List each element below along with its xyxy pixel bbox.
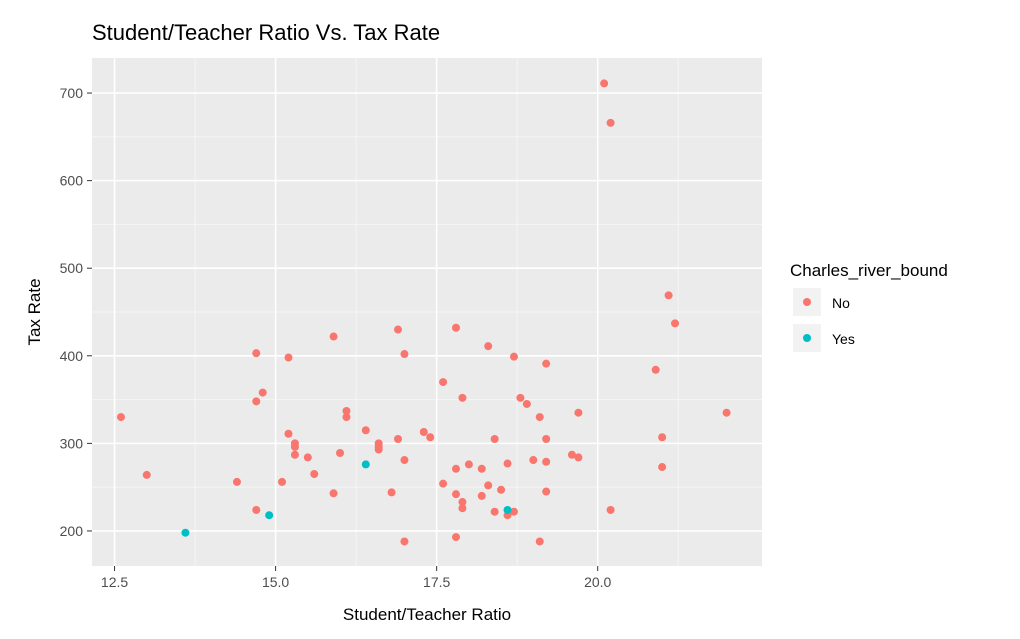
data-point-no bbox=[722, 408, 731, 417]
data-point-no bbox=[490, 507, 499, 516]
data-point-no bbox=[284, 429, 293, 438]
y-axis-ticks: 200 300 400 500 600 700 bbox=[60, 85, 92, 539]
data-points bbox=[116, 79, 731, 546]
legend-key-no bbox=[803, 298, 811, 306]
data-point-no bbox=[400, 456, 409, 465]
data-point-no bbox=[606, 505, 615, 514]
data-point-no bbox=[451, 533, 460, 542]
data-point-no bbox=[451, 490, 460, 499]
data-point-no bbox=[342, 406, 351, 415]
x-tick-label: 17.5 bbox=[423, 574, 450, 590]
data-point-no bbox=[522, 399, 531, 408]
data-point-no bbox=[567, 450, 576, 459]
major-gridlines bbox=[92, 58, 762, 566]
data-point-yes bbox=[361, 460, 370, 469]
data-point-no bbox=[542, 359, 551, 368]
data-point-no bbox=[535, 537, 544, 546]
y-tick-label: 200 bbox=[60, 523, 84, 539]
data-point-no bbox=[310, 470, 319, 479]
data-point-no bbox=[600, 79, 609, 88]
data-point-no bbox=[252, 397, 261, 406]
data-point-no bbox=[458, 504, 467, 513]
chart-title: Student/Teacher Ratio Vs. Tax Rate bbox=[92, 20, 440, 45]
legend-title: Charles_river_bound bbox=[790, 261, 948, 280]
legend-key-yes bbox=[803, 334, 811, 342]
data-point-no bbox=[426, 433, 435, 442]
data-point-no bbox=[252, 349, 261, 358]
y-tick-label: 700 bbox=[60, 85, 84, 101]
data-point-yes bbox=[503, 505, 512, 514]
x-tick-label: 12.5 bbox=[101, 574, 128, 590]
minor-gridlines bbox=[92, 58, 762, 566]
x-axis-ticks: 12.5 15.0 17.5 20.0 bbox=[101, 566, 612, 590]
data-point-no bbox=[142, 470, 151, 479]
data-point-no bbox=[439, 378, 448, 387]
data-point-no bbox=[284, 353, 293, 362]
y-tick-label: 300 bbox=[60, 435, 84, 451]
data-point-no bbox=[342, 413, 351, 422]
data-point-no bbox=[574, 408, 583, 417]
data-point-no bbox=[484, 481, 493, 490]
y-tick-label: 500 bbox=[60, 260, 84, 276]
data-point-no bbox=[477, 464, 486, 473]
data-point-no bbox=[606, 118, 615, 127]
data-point-no bbox=[458, 498, 467, 507]
data-point-no bbox=[503, 459, 512, 468]
data-point-no bbox=[509, 352, 518, 361]
legend-label-yes: Yes bbox=[832, 331, 855, 347]
data-point-no bbox=[329, 332, 338, 341]
x-tick-label: 15.0 bbox=[262, 574, 289, 590]
data-point-no bbox=[651, 365, 660, 374]
legend-label-no: No bbox=[832, 295, 850, 311]
data-point-no bbox=[664, 291, 673, 300]
data-point-no bbox=[490, 435, 499, 443]
data-point-yes bbox=[181, 528, 190, 537]
data-point-no bbox=[394, 435, 403, 443]
data-point-no bbox=[464, 460, 473, 469]
y-tick-label: 400 bbox=[60, 348, 84, 364]
data-point-no bbox=[458, 393, 467, 402]
data-point-no bbox=[451, 464, 460, 473]
data-point-no bbox=[374, 439, 383, 448]
data-point-no bbox=[658, 463, 667, 472]
y-tick-label: 600 bbox=[60, 173, 84, 189]
data-point-no bbox=[542, 435, 551, 443]
x-axis-title: Student/Teacher Ratio bbox=[343, 605, 511, 624]
data-point-no bbox=[671, 319, 680, 328]
data-point-no bbox=[290, 439, 299, 448]
data-point-no bbox=[400, 537, 409, 546]
data-point-no bbox=[419, 427, 428, 436]
data-point-no bbox=[387, 488, 396, 497]
data-point-no bbox=[278, 477, 287, 486]
data-point-no bbox=[484, 342, 493, 351]
data-point-no bbox=[574, 453, 583, 462]
y-axis-title: Tax Rate bbox=[25, 278, 44, 345]
data-point-no bbox=[535, 413, 544, 422]
data-point-no bbox=[232, 477, 241, 486]
data-point-no bbox=[258, 388, 267, 397]
data-point-no bbox=[542, 457, 551, 466]
data-point-no bbox=[477, 491, 486, 500]
data-point-no bbox=[451, 323, 460, 332]
data-point-no bbox=[336, 449, 345, 458]
data-point-no bbox=[303, 453, 312, 462]
data-point-no bbox=[658, 433, 667, 442]
data-point-no bbox=[516, 393, 525, 402]
data-point-no bbox=[329, 489, 338, 498]
data-point-no bbox=[394, 325, 403, 334]
data-point-no bbox=[497, 485, 506, 494]
legend: Charles_river_bound No Yes bbox=[790, 261, 948, 352]
data-point-no bbox=[439, 479, 448, 488]
x-tick-label: 20.0 bbox=[584, 574, 611, 590]
data-point-no bbox=[361, 426, 370, 435]
data-point-no bbox=[252, 505, 261, 514]
data-point-no bbox=[290, 450, 299, 459]
data-point-no bbox=[116, 413, 125, 422]
data-point-no bbox=[542, 487, 551, 496]
data-point-no bbox=[529, 456, 538, 465]
data-point-no bbox=[400, 350, 409, 359]
data-point-yes bbox=[265, 511, 274, 520]
data-point-no bbox=[509, 507, 518, 516]
